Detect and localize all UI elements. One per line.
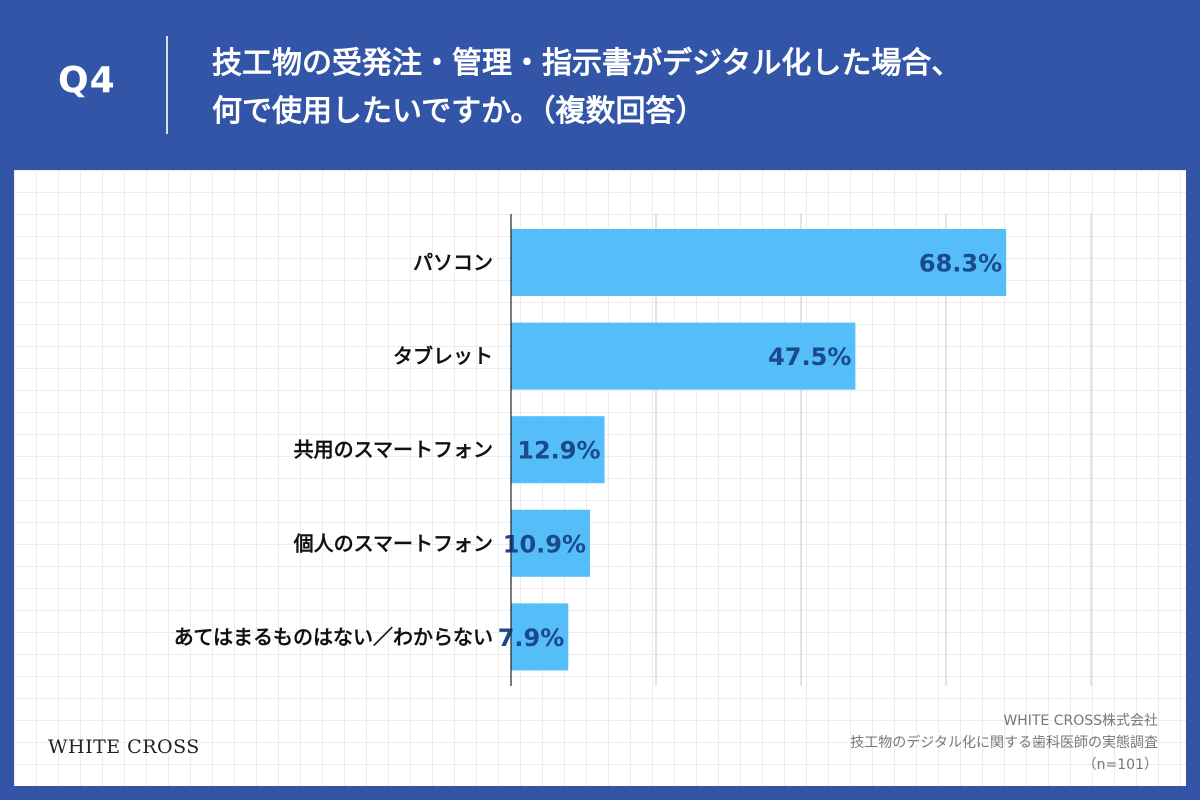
value-label: 47.5% xyxy=(768,343,851,371)
question-line-1: 技工物の受発注・管理・指示書がデジタル化した場合、 xyxy=(212,46,962,81)
bar xyxy=(511,509,591,577)
source-sample-size: （n=101） xyxy=(1082,757,1158,773)
header-divider xyxy=(166,36,168,134)
bar xyxy=(511,603,569,671)
value-label: 68.3% xyxy=(919,250,1002,278)
source-note: WHITE CROSS株式会社 技工物のデジタル化に関する歯科医師の実態調査 （… xyxy=(850,710,1158,776)
value-label: 10.9% xyxy=(503,530,586,558)
category-label: 共用のスマートフォン xyxy=(294,438,493,462)
source-company: WHITE CROSS株式会社 xyxy=(1003,713,1158,729)
category-label: パソコン xyxy=(413,251,493,275)
category-label: あてはまるものはない／わからない xyxy=(174,625,493,649)
bar xyxy=(511,229,1007,296)
question-number: Q4 xyxy=(58,60,116,101)
category-label: タブレット xyxy=(393,344,493,368)
bar-chart: パソコン 68.3% タブレット 47.5% 共用のスマートフォン 12.9% 個人のスマー… xyxy=(174,214,1092,686)
source-survey: 技工物のデジタル化に関する歯科医師の実態調査 xyxy=(850,735,1158,751)
question-text: 技工物の受発注・管理・指示書がデジタル化した場合、 何で使用したいですか。（複数… xyxy=(212,40,1172,136)
header: Q4 技工物の受発注・管理・指示書がデジタル化した場合、 何で使用したいですか。… xyxy=(0,0,1200,170)
value-label: 7.9% xyxy=(498,624,565,652)
value-label: 12.9% xyxy=(517,437,600,465)
bar xyxy=(511,416,605,484)
category-label: 個人のスマートフォン xyxy=(293,531,493,555)
question-line-2: 何で使用したいですか。（複数回答） xyxy=(212,94,706,129)
brand-logo: WHITE CROSS xyxy=(48,736,200,758)
chart-panel: パソコン 68.3% タブレット 47.5% 共用のスマートフォン 12.9% 個人のスマー… xyxy=(14,170,1186,786)
bar xyxy=(511,322,856,390)
